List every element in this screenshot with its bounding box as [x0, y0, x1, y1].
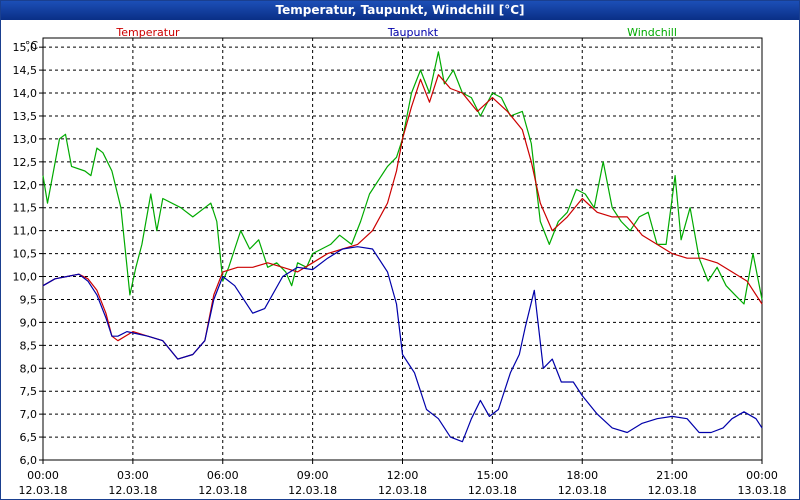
- y-tick-label: 6,5: [20, 431, 38, 444]
- legend-item-taupunkt: Taupunkt: [387, 26, 439, 39]
- y-tick-label: 13,5: [13, 110, 38, 123]
- x-tick-time: 03:00: [117, 469, 149, 482]
- x-tick-time: 18:00: [566, 469, 598, 482]
- y-axis-label: °C: [25, 39, 39, 52]
- y-tick-label: 7,0: [20, 408, 38, 421]
- y-tick-label: 11,5: [13, 202, 38, 215]
- x-tick-date: 12.03.18: [288, 484, 337, 497]
- y-tick-label: 6,0: [20, 454, 38, 467]
- y-tick-label: 12,5: [13, 156, 38, 169]
- x-tick-date: 12.03.18: [108, 484, 157, 497]
- series-lines: [42, 51, 763, 443]
- x-tick-time: 00:00: [746, 469, 778, 482]
- x-axis-ticks: 00:00 12.03.18 03:00 12.03.18 06:00 12.03.18 0…: [19, 460, 787, 497]
- chart-title: Temperatur, Taupunkt, Windchill [°C]: [1, 1, 799, 20]
- grid-lines: [43, 38, 762, 460]
- legend-item-windchill: Windchill: [627, 26, 677, 39]
- y-tick-label: 9,5: [20, 293, 38, 306]
- x-tick-time: 06:00: [207, 469, 239, 482]
- y-tick-label: 7,5: [20, 385, 38, 398]
- x-tick-time: 15:00: [477, 469, 509, 482]
- y-axis-ticks: 6,0 6,5 7,0 7,5 8,0 8,5 9,0 9,5 10,0 10,5 11,0 11,5…: [13, 41, 43, 467]
- x-tick-time: 21:00: [656, 469, 688, 482]
- y-tick-label: 8,0: [20, 362, 38, 375]
- y-tick-label: 13,0: [13, 133, 38, 146]
- x-tick-time: 12:00: [387, 469, 419, 482]
- y-tick-label: 14,0: [13, 87, 38, 100]
- y-tick-label: 11,0: [13, 225, 38, 238]
- x-tick-time: 00:00: [27, 469, 59, 482]
- y-tick-label: 14,5: [13, 64, 38, 77]
- x-tick-date: 12.03.18: [378, 484, 427, 497]
- y-tick-label: 10,0: [13, 271, 38, 284]
- y-tick-label: 12,0: [13, 179, 38, 192]
- x-tick-date: 13.03.18: [738, 484, 787, 497]
- series-line-windchill: [42, 51, 763, 305]
- y-tick-label: 9,0: [20, 316, 38, 329]
- y-tick-label: 15,0: [13, 41, 38, 54]
- x-tick-date: 12.03.18: [19, 484, 68, 497]
- series-line-temperatur: [42, 74, 763, 360]
- x-tick-time: 09:00: [297, 469, 329, 482]
- legend: Temperatur Taupunkt Windchill: [115, 26, 677, 39]
- y-tick-label: 10,5: [13, 248, 38, 261]
- y-tick-label: 8,5: [20, 339, 38, 352]
- x-tick-date: 12.03.18: [648, 484, 697, 497]
- x-tick-date: 12.03.18: [558, 484, 607, 497]
- x-tick-date: 12.03.18: [198, 484, 247, 497]
- x-tick-date: 12.03.18: [468, 484, 517, 497]
- series-line-taupunkt: [42, 246, 763, 443]
- legend-item-temperatur: Temperatur: [115, 26, 180, 39]
